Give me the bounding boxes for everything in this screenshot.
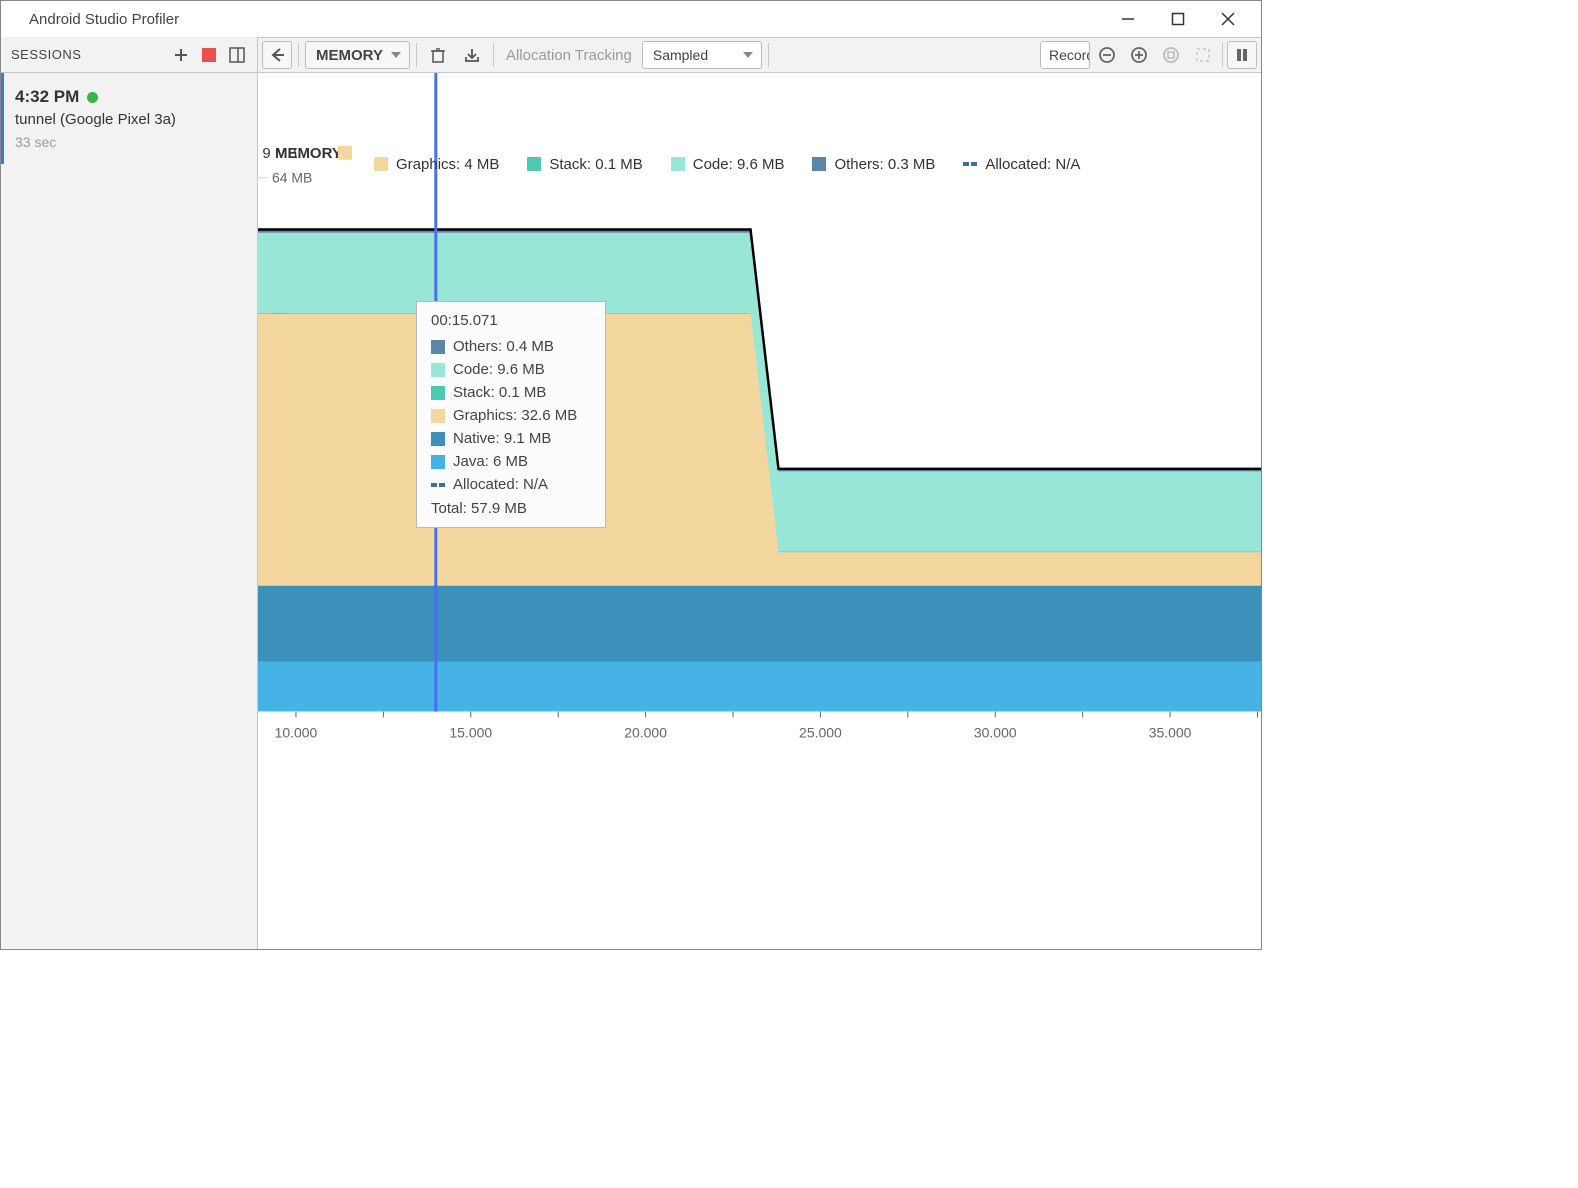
layout-button[interactable]	[223, 41, 251, 69]
maximize-button[interactable]	[1153, 1, 1203, 37]
stop-session-button[interactable]	[195, 41, 223, 69]
legend-row: Graphics: 4 MB Stack: 0.1 MB Code: 9.6 MB O…	[258, 153, 1261, 175]
delete-button[interactable]	[423, 41, 453, 69]
session-time: 4:32 PM	[15, 87, 257, 107]
legend-label-stack: Stack: 0.1 MB	[549, 156, 642, 173]
zoom-out-button[interactable]	[1092, 41, 1122, 69]
legend-swatch-stack	[527, 157, 541, 171]
active-indicator-icon	[87, 92, 98, 103]
tooltip-row: Code: 9.6 MB	[431, 358, 591, 381]
legend-label-allocated: Allocated: N/A	[985, 156, 1080, 173]
tooltip-row: Graphics: 32.6 MB	[431, 404, 591, 427]
session-entry[interactable]: 4:32 PM tunnel (Google Pixel 3a) 33 sec	[1, 73, 257, 164]
reset-zoom-button[interactable]	[1156, 41, 1186, 69]
svg-text:25.000: 25.000	[799, 724, 842, 740]
toolbar: MEMORY Allocation Tracking Sampled Recor…	[258, 37, 1261, 73]
tooltip-row: Others: 0.4 MB	[431, 335, 591, 358]
legend-swatch-others	[812, 157, 826, 171]
tracking-mode-select[interactable]: Sampled	[642, 41, 762, 69]
svg-text:15.000: 15.000	[449, 724, 492, 740]
sessions-header: SESSIONS	[1, 37, 257, 73]
add-session-button[interactable]	[167, 41, 195, 69]
svg-text:35.000: 35.000	[1149, 724, 1192, 740]
memory-chart[interactable]: 16324864 MB10.00015.00020.00025.00030.00…	[258, 73, 1261, 949]
import-button[interactable]	[457, 41, 487, 69]
session-duration: 33 sec	[15, 134, 257, 150]
legend-swatch-allocated	[963, 157, 977, 171]
pause-button[interactable]	[1227, 41, 1257, 69]
stop-icon	[202, 48, 216, 62]
content-area: MEMORY Allocation Tracking Sampled Recor…	[258, 37, 1261, 949]
legend-swatch-graphics	[374, 157, 388, 171]
legend-label-code: Code: 9.6 MB	[693, 156, 785, 173]
profiler-select[interactable]: MEMORY	[305, 41, 410, 69]
zoom-in-button[interactable]	[1124, 41, 1154, 69]
tooltip-total: Total: 57.9 MB	[431, 496, 591, 517]
svg-text:20.000: 20.000	[624, 724, 667, 740]
tooltip-row: Native: 9.1 MB	[431, 427, 591, 450]
chart-svg: 16324864 MB10.00015.00020.00025.00030.00…	[258, 73, 1261, 949]
record-button[interactable]: Record	[1040, 41, 1090, 69]
tooltip-row: Stack: 0.1 MB	[431, 381, 591, 404]
window-title: Android Studio Profiler	[29, 11, 179, 28]
sessions-label: SESSIONS	[11, 47, 81, 62]
titlebar: Android Studio Profiler	[1, 1, 1261, 37]
sessions-sidebar: SESSIONS 4:32 PM tunnel (Google Pixel 3a…	[1, 37, 258, 949]
zoom-selection-button[interactable]	[1188, 41, 1218, 69]
legend-label-others: Others: 0.3 MB	[834, 156, 935, 173]
close-button[interactable]	[1203, 1, 1253, 37]
window-controls	[1103, 1, 1253, 37]
svg-text:30.000: 30.000	[974, 724, 1017, 740]
tooltip-timestamp: 00:15.071	[431, 312, 591, 335]
back-button[interactable]	[262, 41, 292, 69]
tooltip-row: Java: 6 MB	[431, 450, 591, 473]
tooltip-row: Allocated: N/A	[431, 473, 591, 496]
legend-label-graphics: Graphics: 4 MB	[396, 156, 499, 173]
minimize-button[interactable]	[1103, 1, 1153, 37]
allocation-tracking-label: Allocation Tracking	[500, 47, 638, 64]
svg-text:10.000: 10.000	[275, 724, 318, 740]
session-device: tunnel (Google Pixel 3a)	[15, 111, 257, 128]
chart-tooltip: 00:15.071Others: 0.4 MBCode: 9.6 MBStack…	[416, 301, 606, 528]
legend-swatch-code	[671, 157, 685, 171]
